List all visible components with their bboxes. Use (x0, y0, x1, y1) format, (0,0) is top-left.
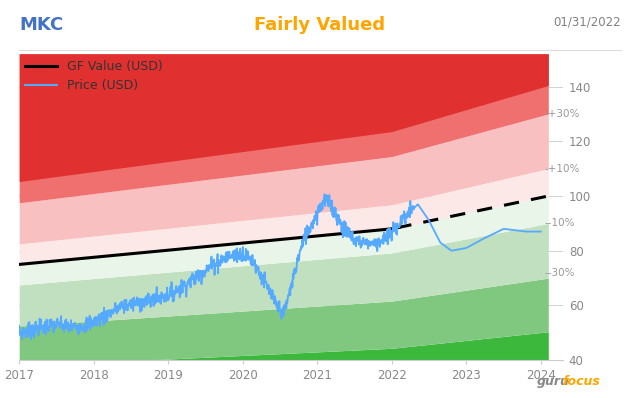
Text: MKC: MKC (19, 16, 63, 34)
Text: -+30%: -+30% (545, 109, 580, 119)
Text: Fairly Valued: Fairly Valued (255, 16, 385, 34)
Text: focus: focus (562, 375, 600, 388)
Text: 01/31/2022: 01/31/2022 (553, 16, 621, 29)
Text: guru: guru (536, 375, 569, 388)
Legend: GF Value (USD), Price (USD): GF Value (USD), Price (USD) (26, 60, 163, 92)
Text: --30%: --30% (545, 267, 575, 278)
Text: -+10%: -+10% (545, 164, 580, 174)
Text: --10%: --10% (545, 219, 575, 228)
